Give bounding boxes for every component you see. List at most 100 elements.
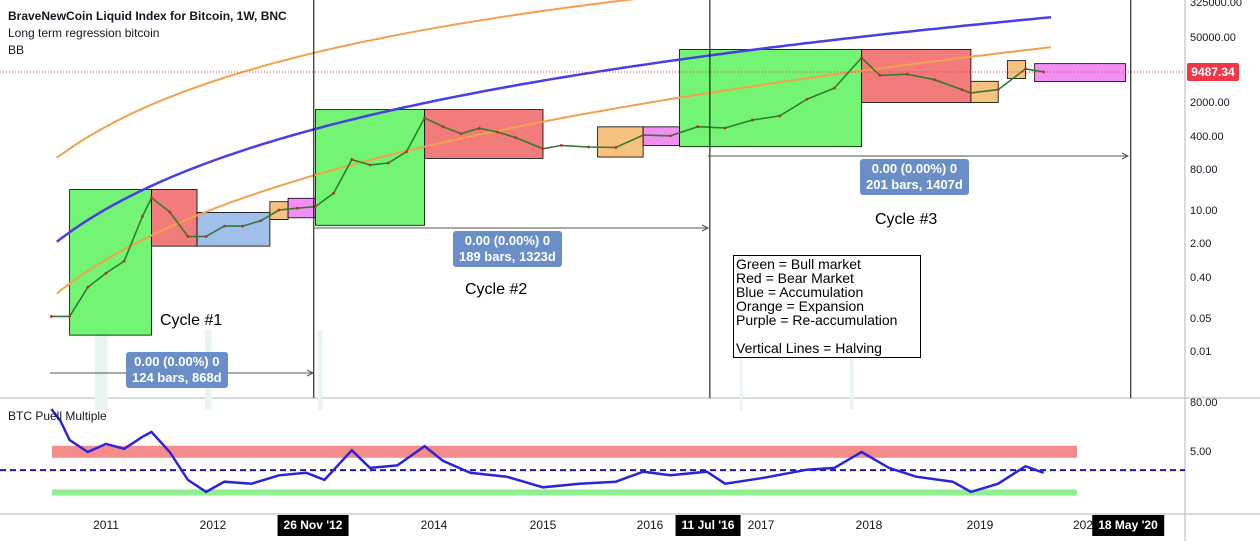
price-point bbox=[805, 97, 809, 101]
price-point bbox=[222, 224, 226, 228]
x-tick-label: 2012 bbox=[199, 518, 227, 532]
price-point bbox=[186, 235, 190, 238]
price-point bbox=[723, 126, 727, 130]
cycle-3-label: Cycle #3 bbox=[875, 211, 938, 228]
phase-box-accumulation bbox=[196, 212, 271, 247]
price-point bbox=[1042, 70, 1046, 74]
price-point bbox=[68, 315, 71, 318]
puell-low-band bbox=[52, 489, 1077, 496]
price-point bbox=[150, 196, 153, 200]
price-point bbox=[49, 315, 53, 318]
price-point bbox=[386, 161, 390, 165]
measure-change: 0.00 (0.00%) 0 bbox=[464, 233, 551, 248]
watermark-shape bbox=[740, 330, 743, 410]
x-tick-label: 2011 bbox=[93, 518, 119, 532]
price-line bbox=[51, 56, 1044, 318]
halving-date-label: 11 Jul '16 bbox=[675, 515, 741, 536]
price-point bbox=[405, 150, 408, 154]
legend-bull: Green = Bull market bbox=[736, 256, 861, 272]
price-point bbox=[696, 125, 700, 129]
y-tick-label: 0.05 bbox=[1190, 313, 1212, 325]
watermark-shape bbox=[318, 330, 323, 410]
measure-change: 0.00 (0.00%) 0 bbox=[871, 161, 958, 176]
puell-title: BTC Puell Multiple bbox=[8, 409, 107, 423]
y-tick-label: 2000.00 bbox=[1190, 97, 1230, 109]
price-point bbox=[878, 74, 882, 77]
phase-box-expansion bbox=[597, 126, 644, 158]
upper-band-line bbox=[56, 0, 636, 159]
y-tick-label: 2.00 bbox=[1190, 238, 1212, 250]
price-point bbox=[168, 210, 172, 214]
measure-arrow-head bbox=[306, 369, 315, 377]
price-point bbox=[750, 118, 754, 122]
price-point bbox=[141, 215, 144, 218]
halving-date-label: 26 Nov '12 bbox=[277, 515, 349, 536]
x-tick-label: 202 bbox=[1072, 518, 1094, 532]
price-point bbox=[587, 145, 590, 149]
regression-line bbox=[56, 16, 1052, 243]
y-tick-label: 50000.00 bbox=[1190, 32, 1236, 44]
puell-line bbox=[50, 408, 1045, 494]
measure-arrow-head bbox=[1121, 152, 1130, 160]
x-tick-label: 2019 bbox=[966, 518, 994, 532]
lower-band-line bbox=[56, 46, 1052, 295]
price-point bbox=[969, 91, 973, 95]
price-point bbox=[277, 208, 281, 212]
price-point bbox=[459, 132, 463, 136]
x-tick-label: 2016 bbox=[636, 518, 664, 532]
measure-box-cycle-1: 0.00 (0.00%) 0 124 bars, 868d bbox=[126, 352, 228, 388]
price-point bbox=[122, 259, 126, 263]
x-tick-label: 2018 bbox=[855, 518, 883, 532]
price-point bbox=[860, 56, 864, 60]
indicator-bb-label: BB bbox=[8, 43, 25, 57]
x-tick-label: 2015 bbox=[529, 518, 557, 532]
price-point bbox=[441, 125, 445, 129]
price-point bbox=[259, 219, 263, 223]
price-point bbox=[241, 224, 244, 228]
price-point bbox=[295, 206, 299, 210]
legend-expansion: Orange = Expansion bbox=[736, 298, 865, 314]
measure-change: 0.00 (0.00%) 0 bbox=[134, 354, 220, 369]
x-tick-label: 2014 bbox=[420, 518, 448, 532]
price-point bbox=[996, 88, 1000, 91]
y-tick-label: 0.01 bbox=[1190, 346, 1212, 358]
chart-title: BraveNewCoin Liquid Index for Bitcoin, 1… bbox=[8, 9, 287, 23]
price-point bbox=[477, 126, 481, 130]
price-point bbox=[350, 158, 354, 161]
phase-box-bull bbox=[69, 189, 152, 336]
price-point bbox=[368, 163, 372, 167]
phase-legend: Green = Bull market Red = Bear Market Bl… bbox=[733, 255, 921, 358]
last-price-tag: 9487.34 bbox=[1187, 63, 1239, 81]
price-point bbox=[86, 285, 90, 289]
measure-bars: 124 bars, 868d bbox=[132, 370, 222, 385]
indicator-regression-label: Long term regression bitcoin bbox=[8, 26, 160, 40]
price-point bbox=[496, 130, 499, 134]
legend-halving-note: Vertical Lines = Halving bbox=[736, 340, 882, 356]
measure-box-cycle-3: 0.00 (0.00%) 0 201 bars, 1407d bbox=[860, 159, 969, 195]
y-tick-label: 325000.00 bbox=[1190, 0, 1242, 9]
phase-box-reaccumulation bbox=[1034, 63, 1127, 82]
price-point bbox=[905, 72, 909, 76]
price-point bbox=[559, 143, 563, 147]
puell-high-band bbox=[52, 445, 1077, 458]
price-point bbox=[423, 116, 427, 120]
price-point bbox=[313, 205, 317, 208]
y-tick-label: 10.00 bbox=[1190, 205, 1218, 217]
measure-bars: 201 bars, 1407d bbox=[866, 177, 963, 192]
y-tick-label: 0.40 bbox=[1190, 272, 1212, 284]
y-tick-label: 80.00 bbox=[1190, 164, 1218, 176]
cycle-2-label: Cycle #2 bbox=[465, 281, 528, 298]
price-point bbox=[933, 78, 936, 82]
watermark-shape bbox=[95, 330, 108, 410]
price-point bbox=[778, 114, 782, 118]
price-point bbox=[1024, 67, 1027, 71]
price-point bbox=[960, 88, 964, 91]
legend-accumulation: Blue = Accumulation bbox=[736, 284, 864, 300]
halving-date-label: 18 May '20 bbox=[1092, 515, 1164, 536]
measure-bars: 189 bars, 1323d bbox=[459, 249, 556, 264]
measure-box-cycle-2: 0.00 (0.00%) 0 189 bars, 1323d bbox=[453, 231, 562, 267]
phase-box-bull bbox=[314, 109, 426, 226]
cycle-1-label: Cycle #1 bbox=[160, 312, 223, 329]
